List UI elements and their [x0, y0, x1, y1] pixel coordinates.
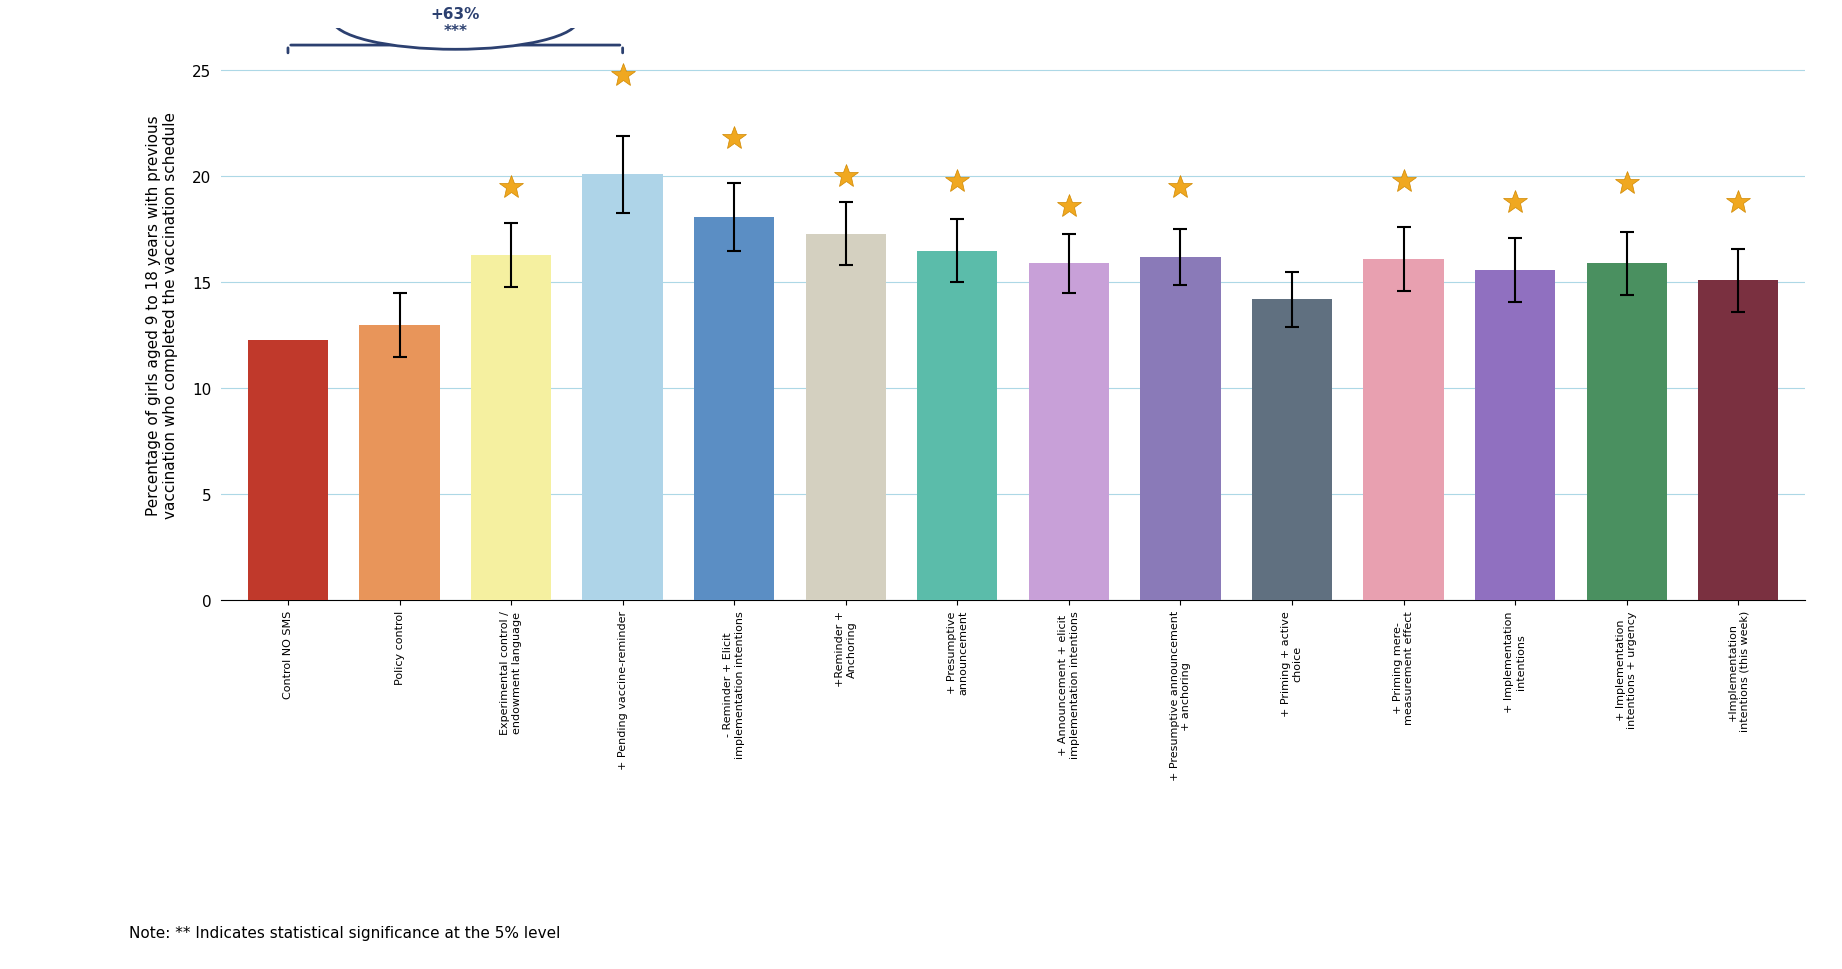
Bar: [1586, 265, 1667, 601]
Bar: [472, 256, 551, 601]
Bar: [1363, 260, 1444, 601]
Bar: [249, 340, 328, 601]
Bar: [1475, 270, 1555, 601]
Bar: [1698, 281, 1778, 601]
Text: Note: ** Indicates statistical significance at the 5% level: Note: ** Indicates statistical significa…: [129, 925, 560, 940]
Bar: [917, 251, 998, 601]
Bar: [1140, 258, 1221, 601]
Bar: [359, 326, 440, 601]
Bar: [694, 217, 774, 601]
Bar: [1253, 300, 1332, 601]
Ellipse shape: [333, 0, 578, 50]
Text: ***: ***: [444, 23, 468, 39]
Bar: [1028, 265, 1109, 601]
Bar: [805, 234, 886, 601]
Bar: [582, 175, 663, 601]
Text: +63%: +63%: [431, 7, 481, 21]
Y-axis label: Percentage of girls aged 9 to 18 years with previous
vaccination who completed t: Percentage of girls aged 9 to 18 years w…: [146, 111, 179, 518]
